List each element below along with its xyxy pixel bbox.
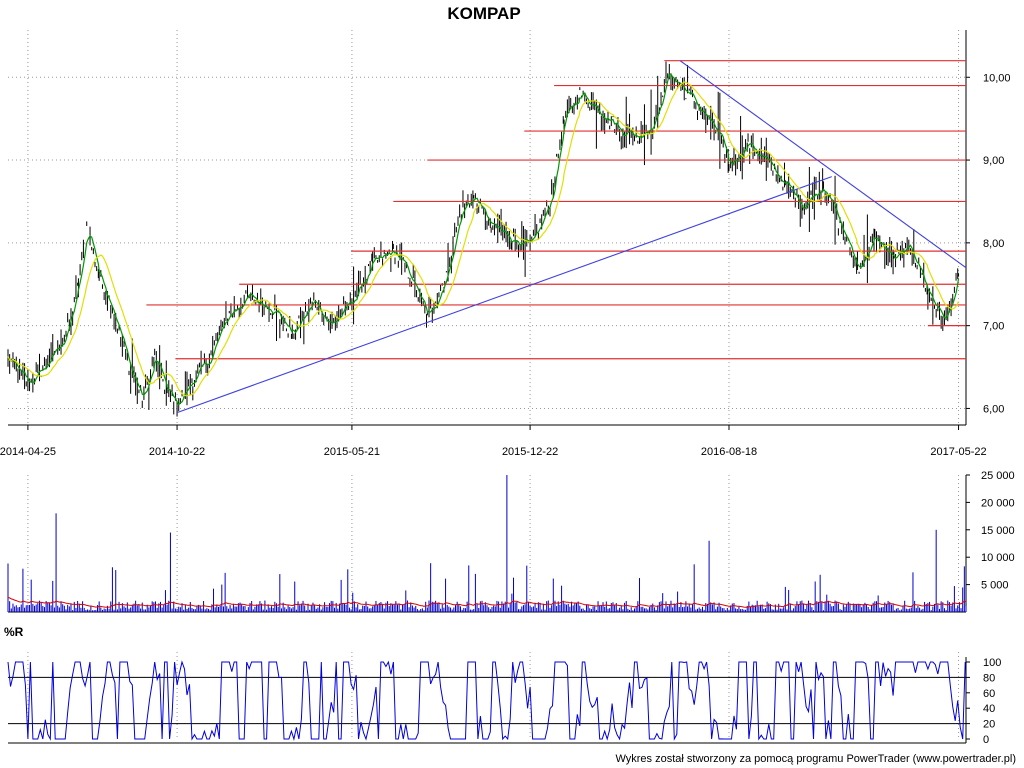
price-tick-label: 10,00 <box>983 72 1011 84</box>
price-panel: 6,00 7,00 8,00 9,00 10,00 2014-04-25 2014-10-… <box>0 30 1011 739</box>
date-tick-label: 2014-04-25 <box>0 446 56 458</box>
williams-tick-label: 20 <box>983 719 995 731</box>
price-tick-label: 7,00 <box>983 321 1004 333</box>
williams-r-panel: %R 0 20 40 60 80 100 <box>4 625 1001 746</box>
slow-moving-average <box>7 81 960 397</box>
chart-title: KOMPAP <box>447 4 520 23</box>
date-tick-label: 2015-12-22 <box>502 446 558 458</box>
williams-tick-label: 40 <box>983 703 995 715</box>
volume-tick-label: 25 000 <box>981 470 1015 482</box>
volume-tick-label: 10 000 <box>981 552 1015 564</box>
price-tick-label: 6,00 <box>983 403 1004 415</box>
volume-axis: 5 000 10 000 15 000 20 000 25 000 <box>966 470 1015 592</box>
volume-grid <box>8 475 967 613</box>
williams-r <box>7 660 966 741</box>
trend-line <box>176 176 832 414</box>
volume-tick-label: 20 000 <box>981 497 1015 509</box>
date-tick-label: 2015-05-21 <box>324 446 380 458</box>
williams-r-grid <box>8 657 967 744</box>
price-tick-label: 8,00 <box>983 238 1004 250</box>
volume-panel: 5 000 10 000 15 000 20 000 25 000 <box>7 470 1015 613</box>
volume-average-line <box>7 597 967 608</box>
date-tick-label: 2017-05-22 <box>930 446 986 458</box>
price-tick-label: 9,00 <box>983 155 1004 167</box>
price-axis: 6,00 7,00 8,00 9,00 10,00 <box>966 72 1011 415</box>
williams-tick-label: 100 <box>983 657 1001 669</box>
indicator-label: %R <box>4 625 24 639</box>
date-tick-label: 2014-10-22 <box>149 446 205 458</box>
moving-averages <box>7 73 960 406</box>
williams-tick-label: 0 <box>983 734 989 746</box>
price-bars <box>7 61 960 417</box>
trend-lines <box>176 60 967 414</box>
trend-line <box>679 60 967 269</box>
williams-tick-label: 80 <box>983 672 995 684</box>
date-tick-label: 2016-08-18 <box>701 446 757 458</box>
price-grid <box>8 30 967 739</box>
williams-r-line <box>7 660 966 741</box>
volume-average <box>7 597 967 608</box>
williams-r-axis: 0 20 40 60 80 100 <box>966 657 1001 746</box>
volume-bars <box>7 475 967 612</box>
williams-tick-label: 60 <box>983 688 995 700</box>
date-axis: 2014-04-25 2014-10-22 2015-05-21 2015-12-22… <box>0 425 987 458</box>
volume-tick-label: 15 000 <box>981 525 1015 537</box>
volume-tick-label: 5 000 <box>981 580 1009 592</box>
support-resistance-levels <box>146 60 966 360</box>
footer-credit: Wykres został stworzony za pomocą progra… <box>615 753 1016 765</box>
fast-moving-average <box>7 73 960 406</box>
